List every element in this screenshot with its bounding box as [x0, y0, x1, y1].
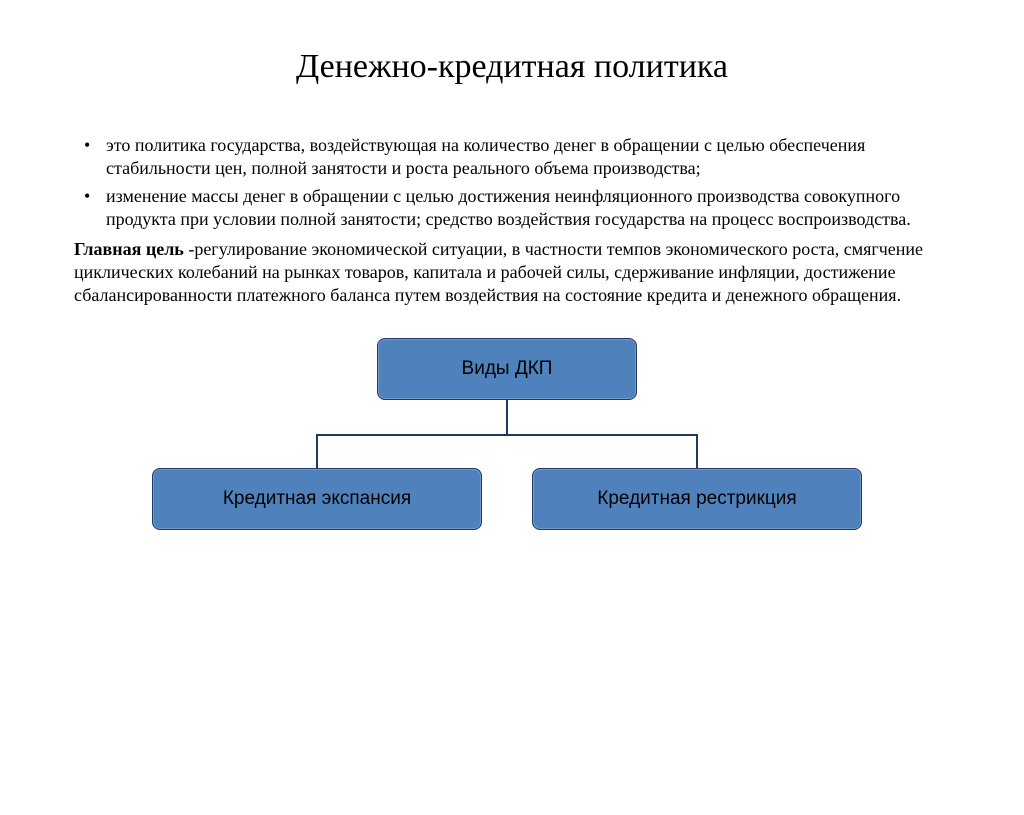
content-block: это политика государства, воздействующая… — [0, 134, 1024, 308]
bullet-item: изменение массы денег в обращении с цель… — [106, 185, 954, 232]
node-left: Кредитная экспансия — [152, 468, 482, 530]
connector-horizontal — [316, 434, 698, 436]
connector-left-down — [316, 434, 318, 468]
page-title: Денежно-кредитная политика — [0, 48, 1024, 86]
node-right-label: Кредитная рестрикция — [597, 488, 796, 510]
node-left-label: Кредитная экспансия — [223, 488, 411, 510]
diagram-tree: Виды ДКП Кредитная экспансия Кредитная р… — [152, 338, 872, 548]
bullet-list: это политика государства, воздействующая… — [70, 134, 954, 232]
main-goal-label: Главная цель — [74, 239, 188, 259]
main-goal-paragraph: Главная цель -регулирование экономическо… — [70, 238, 954, 308]
node-root-label: Виды ДКП — [462, 358, 553, 380]
connector-root-down — [506, 400, 508, 434]
connector-right-down — [696, 434, 698, 468]
node-root: Виды ДКП — [377, 338, 637, 400]
main-goal-text: -регулирование экономической ситуации, в… — [74, 239, 923, 306]
node-right: Кредитная рестрикция — [532, 468, 862, 530]
bullet-item: это политика государства, воздействующая… — [106, 134, 954, 181]
